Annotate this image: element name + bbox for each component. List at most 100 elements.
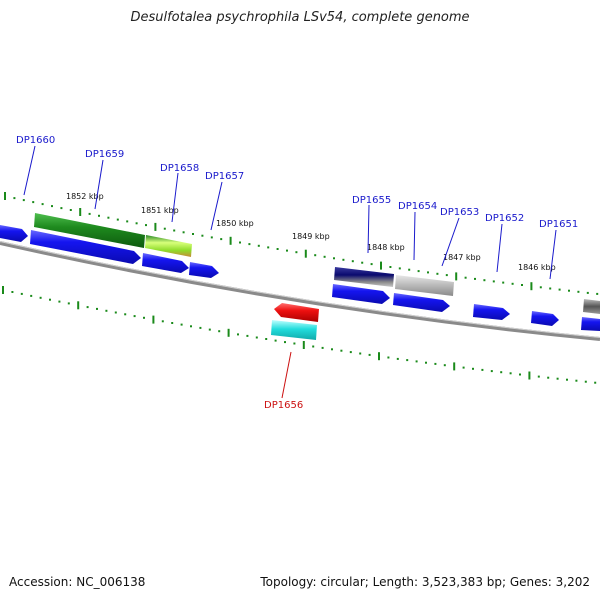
genome-backbone-highlight — [0, 241, 600, 338]
outer-scale-minor-tick — [69, 209, 72, 211]
outer-scale-minor-tick — [558, 288, 561, 291]
inner-scale-minor-tick — [171, 322, 174, 324]
scale-label-1847: 1847 kbp — [443, 253, 481, 262]
outer-scale-minor-tick — [98, 214, 100, 217]
inner-scale-minor-tick — [161, 320, 164, 323]
leader-dp1651 — [549, 229, 557, 280]
inner-scale-minor-tick — [462, 366, 465, 369]
gene-dp1651[interactable] — [531, 311, 559, 326]
gene-dp1652[interactable] — [473, 304, 510, 320]
outer-scale-minor-tick — [351, 260, 354, 263]
gene-dp1657[interactable] — [189, 262, 219, 278]
inner-scale-major-tick — [453, 362, 456, 371]
outer-scale-minor-tick — [539, 286, 542, 289]
outer-scale-major-tick — [380, 261, 382, 270]
inner-scale-minor-tick — [519, 373, 521, 376]
inner-scale-minor-tick — [20, 292, 23, 295]
inner-scale-major-tick — [77, 301, 80, 310]
inner-scale-minor-tick — [208, 328, 211, 331]
gene-dp1660[interactable] — [0, 225, 28, 242]
outer-scale-minor-tick — [192, 233, 194, 235]
gene-label-dp1656[interactable]: DP1656 — [264, 400, 303, 411]
feature-cyan-bar[interactable] — [271, 320, 317, 340]
scale-label-1849: 1849 kbp — [292, 232, 330, 241]
inner-scale-minor-tick — [434, 362, 437, 365]
gene-dp1659[interactable] — [30, 230, 141, 264]
gene-dp1654[interactable] — [393, 293, 450, 312]
gene-label-dp1654[interactable]: DP1654 — [398, 201, 437, 212]
outer-scale-minor-tick — [126, 220, 129, 223]
outer-scale-minor-tick — [427, 271, 429, 274]
inner-scale-minor-tick — [124, 313, 127, 316]
inner-scale-minor-tick — [443, 364, 446, 367]
genome-summary-text: Topology: circular; Length: 3,523,383 bp… — [260, 575, 590, 589]
inner-scale-minor-tick — [312, 345, 315, 348]
outer-scale-minor-tick — [41, 203, 44, 206]
gene-label-dp1659[interactable]: DP1659 — [85, 149, 124, 160]
outer-scale-minor-tick — [342, 258, 345, 261]
outer-scale-minor-tick — [13, 197, 16, 200]
feature-dark-gray-bar[interactable] — [583, 299, 600, 314]
outer-scale-minor-tick — [568, 289, 570, 292]
inner-scale-minor-tick — [293, 342, 296, 345]
outer-scale-minor-tick — [492, 280, 495, 283]
inner-scale-minor-tick — [133, 315, 136, 318]
outer-scale-major-tick — [530, 282, 533, 291]
inner-scale-minor-tick — [11, 291, 14, 293]
inner-scale-minor-tick — [96, 307, 98, 310]
gene-label-dp1652[interactable]: DP1652 — [485, 213, 524, 224]
outer-scale-minor-tick — [436, 272, 439, 275]
inner-scale-minor-tick — [265, 338, 268, 340]
leader-dp1657 — [210, 181, 223, 231]
gene-label-dp1653[interactable]: DP1653 — [440, 207, 479, 218]
gene-label-dp1660[interactable]: DP1660 — [16, 135, 55, 146]
outer-scale-minor-tick — [445, 274, 448, 277]
feature-navy-bar[interactable] — [334, 267, 394, 287]
outer-scale-minor-tick — [502, 281, 505, 284]
gene-label-dp1655[interactable]: DP1655 — [352, 195, 391, 206]
inner-scale-minor-tick — [49, 298, 51, 301]
gene-label-dp1651[interactable]: DP1651 — [539, 219, 578, 230]
feature-green-bar[interactable] — [34, 213, 145, 248]
gene-offscreen-right[interactable] — [581, 317, 600, 331]
inner-scale-minor-tick — [105, 309, 108, 312]
feature-lime-bar[interactable] — [145, 235, 192, 257]
inner-scale-major-tick — [152, 315, 155, 324]
gene-dp1655[interactable] — [332, 284, 390, 304]
inner-scale-major-tick — [378, 352, 380, 361]
gene-label-dp1657[interactable]: DP1657 — [205, 171, 244, 182]
leader-dp1653 — [441, 217, 460, 267]
leader-dp1655 — [367, 204, 370, 254]
inner-scale-minor-tick — [509, 372, 512, 375]
scale-label-1852: 1852 kbp — [66, 192, 104, 201]
outer-scale-minor-tick — [314, 254, 317, 257]
outer-scale-minor-tick — [22, 199, 25, 202]
inner-scale-minor-tick — [190, 325, 192, 328]
outer-scale-minor-tick — [361, 261, 364, 264]
inner-scale-minor-tick — [86, 306, 89, 309]
gene-dp1658[interactable] — [142, 253, 189, 273]
gene-label-dp1658[interactable]: DP1658 — [160, 163, 199, 174]
inner-scale-minor-tick — [537, 375, 540, 378]
outer-scale-minor-tick — [257, 244, 260, 247]
feature-gray-bar[interactable] — [395, 275, 454, 296]
leader-dp1656 — [281, 351, 292, 399]
gene-dp1656[interactable] — [274, 303, 319, 322]
inner-scale-minor-tick — [143, 316, 145, 319]
inner-scale-minor-tick — [349, 351, 352, 354]
scale-label-1851: 1851 kbp — [141, 206, 179, 215]
outer-scale-minor-tick — [398, 267, 401, 270]
label-leaders — [23, 145, 557, 399]
outer-scale-minor-tick — [239, 241, 241, 244]
outer-scale-minor-tick — [135, 222, 138, 225]
inner-scale-minor-tick — [556, 377, 559, 380]
outer-scale-minor-tick — [549, 287, 552, 290]
accession-text: Accession: NC_006138 — [9, 575, 146, 589]
outer-scale-minor-tick — [201, 234, 204, 237]
outer-scale-minor-tick — [276, 248, 279, 250]
outer-scale-minor-tick — [521, 284, 523, 286]
inner-scale-minor-tick — [547, 376, 550, 379]
scale-labels: 1852 kbp 1851 kbp 1850 kbp 1849 kbp 1848… — [66, 192, 556, 272]
outer-scale-minor-tick — [286, 249, 288, 252]
